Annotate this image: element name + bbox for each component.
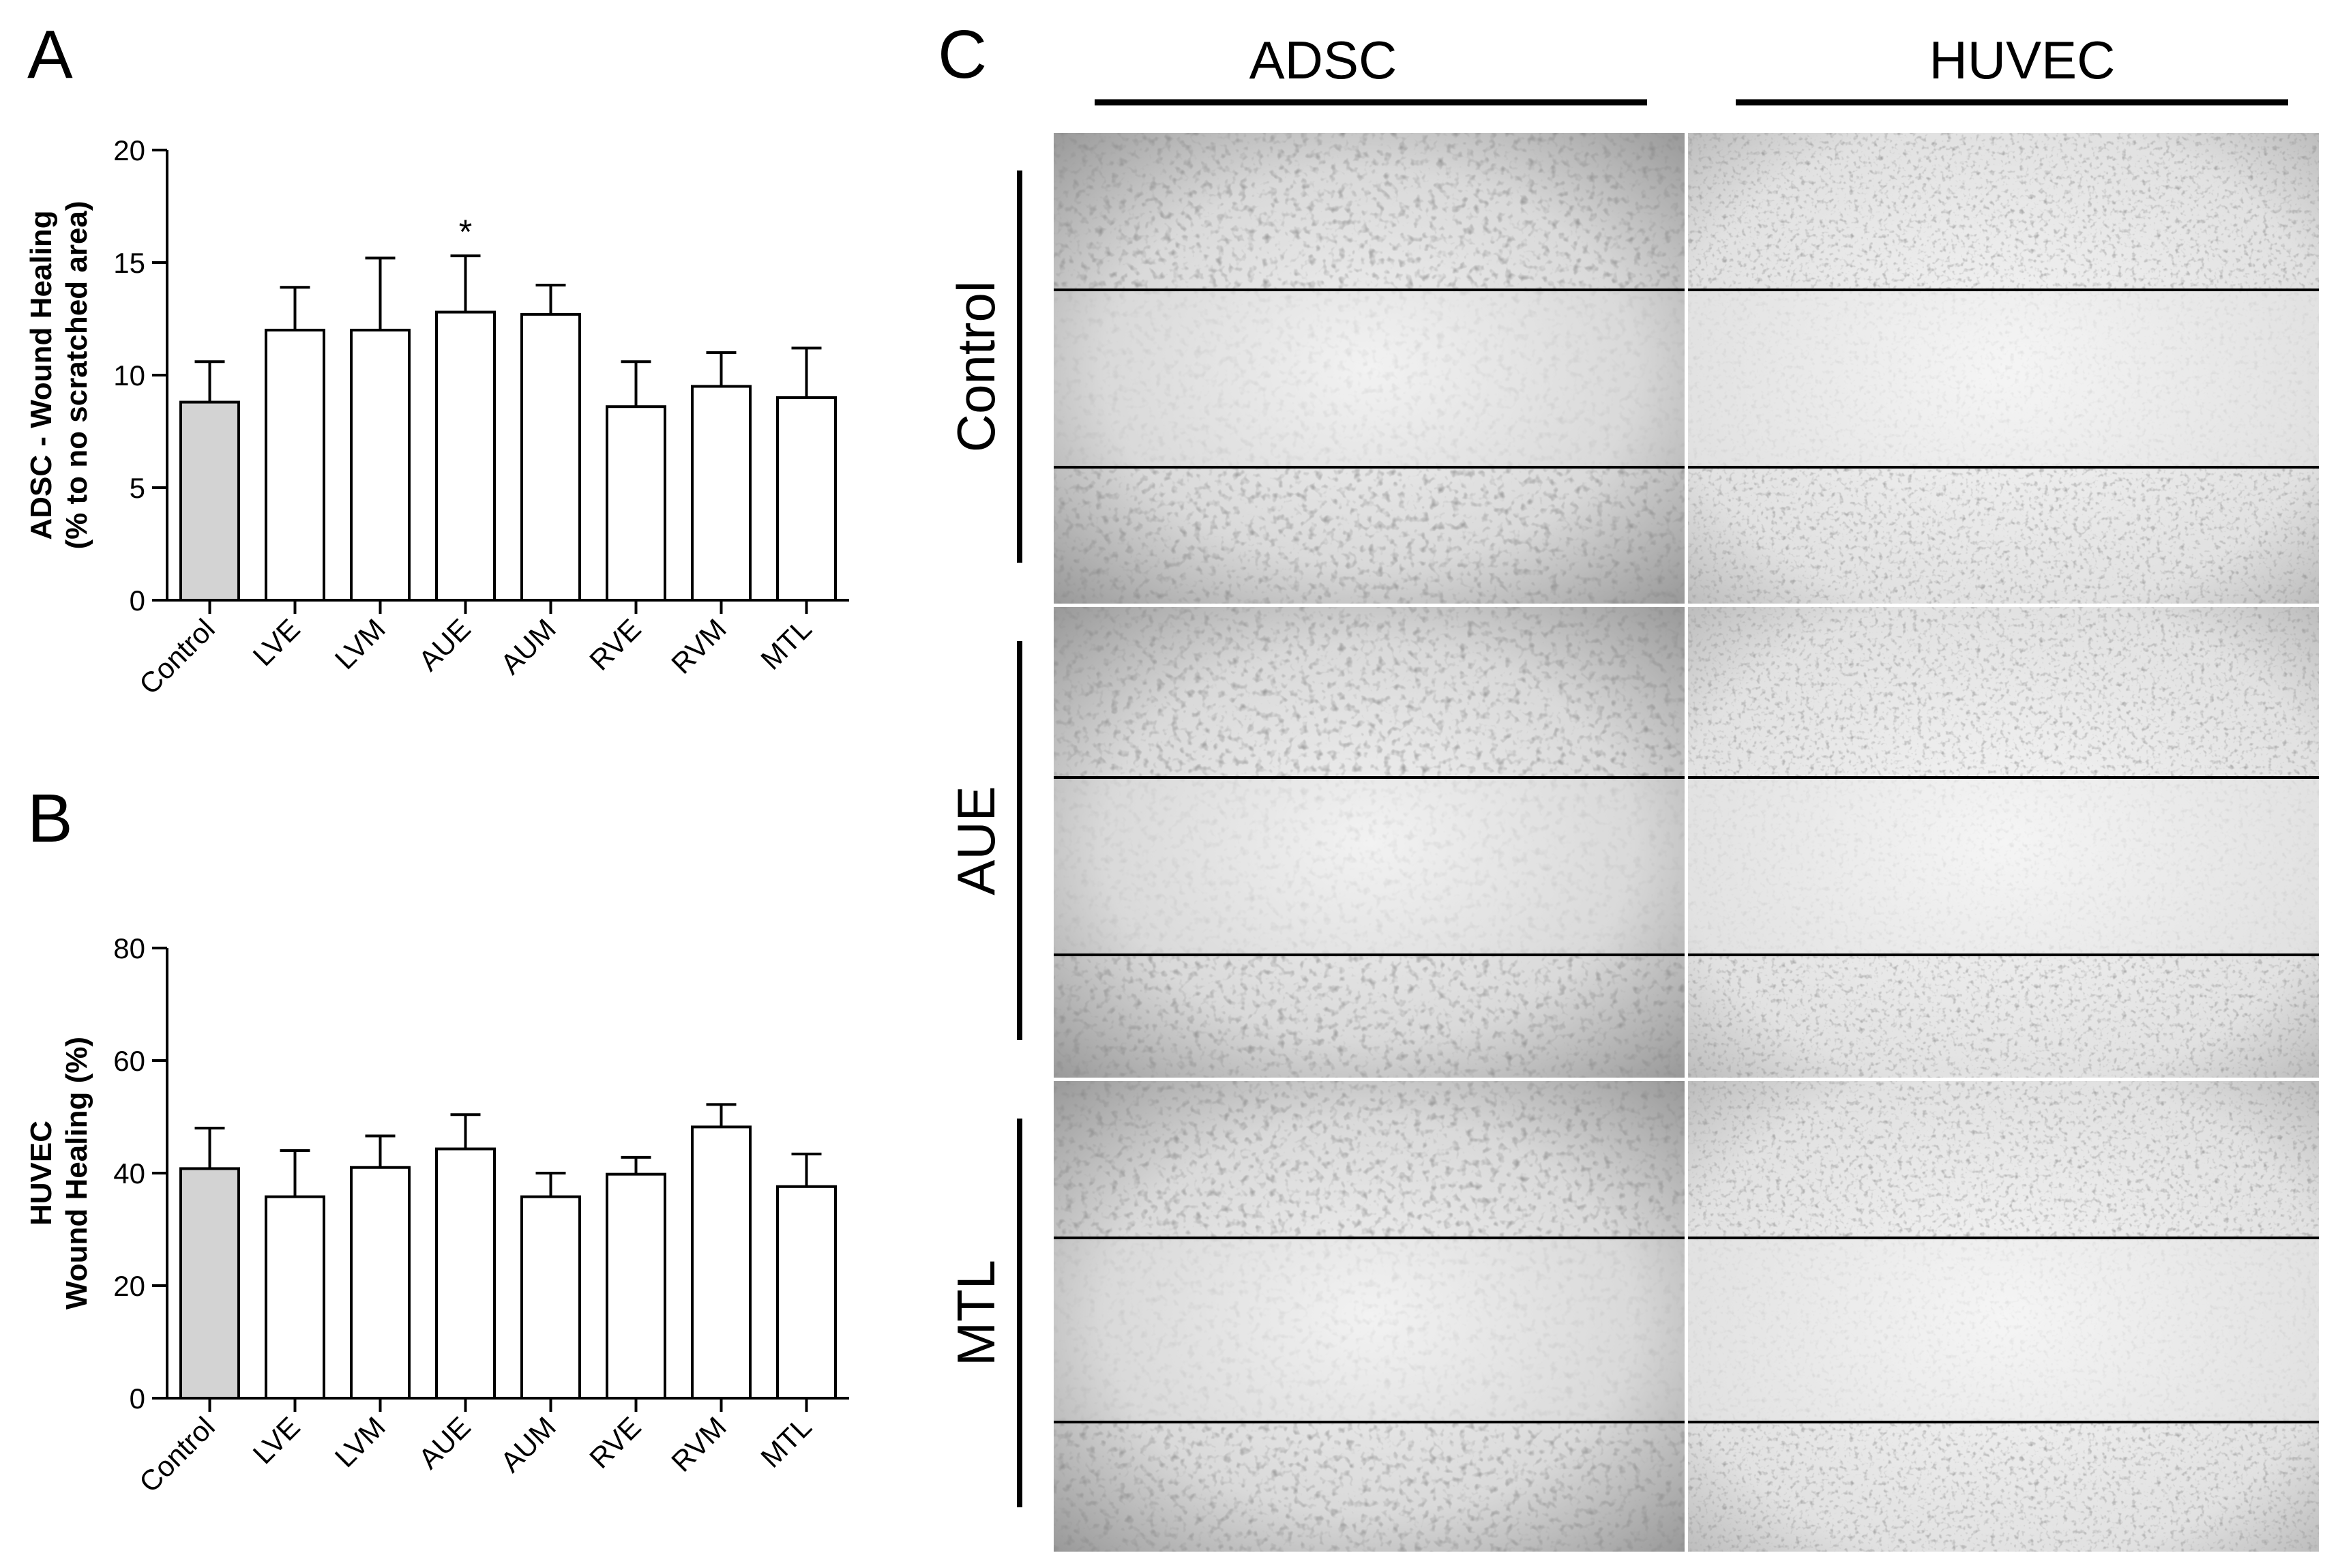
bar-lve (265, 329, 325, 602)
panel-label-c: C (938, 16, 988, 93)
y-tick-label: 60 (113, 1045, 145, 1077)
x-tick-label: Control (133, 612, 221, 700)
bar-lvm (350, 329, 411, 602)
x-tick-label: RVE (583, 1410, 647, 1475)
y-tick-label: 15 (113, 247, 145, 279)
micrograph-adsc-aue (1054, 607, 1685, 1078)
x-tick-label: LVE (247, 612, 306, 672)
y-tick-label: 0 (130, 1382, 145, 1415)
bar-aum (520, 1195, 581, 1400)
column-header-huvec: HUVEC (1929, 30, 2115, 90)
micrograph-huvec-control (1688, 133, 2319, 604)
bar-aue (435, 1147, 496, 1400)
bar-rve (606, 1172, 666, 1400)
y-axis-label-line2: Wound Healing (%) (60, 1037, 93, 1310)
micrograph-huvec-aue (1688, 607, 2319, 1078)
y-tick-label: 5 (130, 472, 145, 504)
bar-control (179, 400, 240, 602)
x-tick-label: LVM (329, 1410, 391, 1473)
bar-mtl (776, 396, 837, 602)
panel-label-b: B (27, 780, 73, 857)
column-header-adsc: ADSC (1249, 30, 1397, 90)
y-tick-label: 40 (113, 1157, 145, 1189)
y-axis-label-line1: HUVEC (25, 1121, 58, 1226)
panel-label-a: A (27, 16, 73, 93)
y-tick-label: 20 (113, 134, 145, 166)
bar-rvm (691, 1125, 752, 1400)
chart-a-adsc-wound-healing: 0 5 10 15 20 ADSC - Wound Healing (% to no scr… (25, 134, 849, 700)
bar-aum (520, 312, 581, 602)
row-label-control: Control (946, 281, 1006, 452)
bar-rvm (691, 385, 752, 602)
y-tick-label: 0 (130, 585, 145, 617)
y-tick-label: 80 (113, 932, 145, 964)
x-tick-label: Control (133, 1410, 221, 1498)
bar-lve (265, 1195, 325, 1400)
x-tick-label: AUM (494, 1410, 562, 1478)
bar-rve (606, 405, 666, 602)
x-tick-label: AUE (413, 612, 477, 677)
bar-mtl (776, 1185, 837, 1400)
x-tick-label: MTL (754, 1410, 818, 1474)
row-label-mtl: MTL (946, 1260, 1006, 1366)
y-axis-label-line1: ADSC - Wound Healing (25, 210, 58, 539)
row-label-aue: AUE (946, 786, 1006, 895)
significance-marker: * (459, 213, 472, 251)
x-tick-label: MTL (754, 612, 818, 676)
x-tick-label: LVE (247, 1410, 306, 1470)
micrograph-panel-c: ADSC HUVEC Control AUE MTL (946, 30, 2319, 1552)
y-tick-label: 20 (113, 1270, 145, 1302)
bar-control (179, 1167, 240, 1400)
x-tick-label: AUE (413, 1410, 477, 1475)
y-tick-label: 10 (113, 359, 145, 391)
x-tick-label: RVE (583, 612, 647, 677)
x-tick-label: RVM (665, 612, 732, 680)
x-tick-label: AUM (494, 612, 562, 680)
chart-b-huvec-wound-healing: 0 20 40 60 80 HUVEC Wound Healing (%) Control LV… (25, 932, 849, 1498)
micrograph-adsc-mtl (1054, 1081, 1685, 1552)
bar-aue (435, 310, 496, 602)
bar-lvm (350, 1166, 411, 1400)
x-tick-label: LVM (329, 612, 391, 675)
micrograph-huvec-mtl (1688, 1081, 2319, 1552)
x-tick-label: RVM (665, 1410, 732, 1478)
micrograph-adsc-control (1054, 133, 1685, 604)
y-axis-label-line2: (% to no scratched area) (60, 201, 93, 549)
